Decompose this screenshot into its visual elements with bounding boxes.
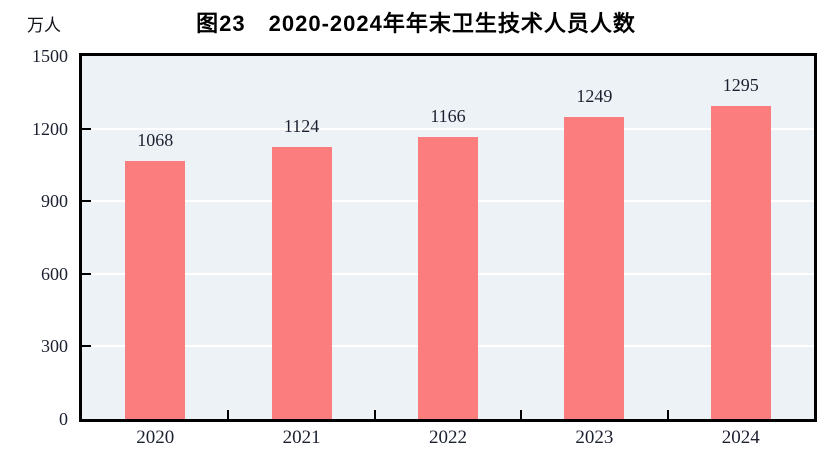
x-axis-tick-boundary-3 <box>520 410 523 419</box>
gridline-1200 <box>82 127 814 130</box>
x-axis-tick-boundary-2 <box>373 410 376 419</box>
bar-value-label-2021: 1124 <box>283 115 320 136</box>
x-axis-label-2021: 2021 <box>282 427 321 448</box>
y-axis-label-900: 900 <box>41 191 68 212</box>
bar-value-label-2024: 1295 <box>722 74 759 95</box>
bar-value-label-2023: 1249 <box>576 85 613 106</box>
bar-value-label-2020: 1068 <box>137 129 174 150</box>
plot-area <box>79 53 817 422</box>
y-axis-label-0: 0 <box>59 409 68 429</box>
x-axis-label-2022: 2022 <box>429 427 467 448</box>
x-axis-tick-boundary-1 <box>227 410 230 419</box>
y-axis-tick-900 <box>82 200 91 203</box>
x-axis-label-2023: 2023 <box>575 427 614 448</box>
y-axis-label-1200: 1200 <box>32 118 68 139</box>
y-axis-label-1500: 1500 <box>32 46 68 66</box>
bar-2021 <box>271 147 332 419</box>
y-axis-tick-600 <box>82 272 91 275</box>
bar-value-label-2022: 1166 <box>430 105 466 126</box>
x-axis-label-2020: 2020 <box>136 427 175 448</box>
y-axis-label-600: 600 <box>41 263 68 284</box>
chart-title: 图23 2020-2024年年末卫生技术人员人数 <box>196 11 636 36</box>
bar-2020 <box>125 160 186 419</box>
y-axis-tick-300 <box>82 345 91 348</box>
bar-2022 <box>418 136 478 419</box>
x-axis-label-2024: 2024 <box>721 427 760 448</box>
x-axis-tick-boundary-4 <box>666 410 669 419</box>
y-axis-unit-label: 万人 <box>27 16 61 35</box>
bar-2023 <box>564 116 625 419</box>
y-axis-label-300: 300 <box>41 336 68 357</box>
y-axis-tick-1200 <box>82 127 91 130</box>
bar-2024 <box>710 105 771 419</box>
